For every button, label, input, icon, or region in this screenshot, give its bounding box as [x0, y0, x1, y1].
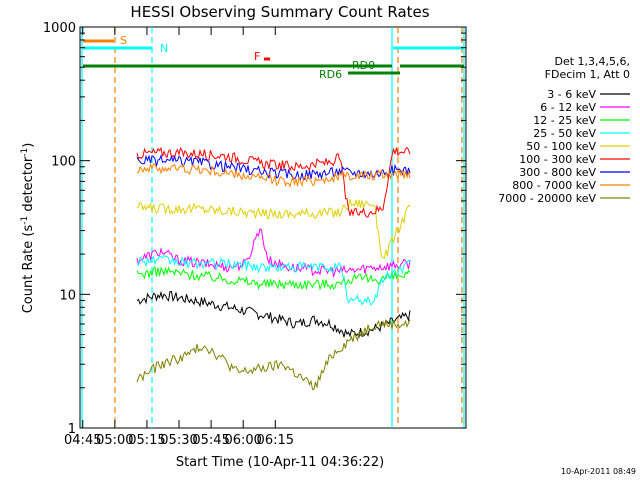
flag-layer: SNFRD0RD6 — [83, 34, 464, 81]
legend-header-line: Det 1,3,4,5,6, — [554, 55, 630, 68]
legend-entry-label: 3 - 6 keV — [547, 88, 596, 101]
x-tick-label: 05:30 — [160, 433, 197, 448]
y-tick-label: 1 — [68, 422, 76, 437]
y-axis-label-exp: -1 — [20, 216, 30, 225]
y-axis-label-part: detector — [21, 156, 36, 216]
flag-label: S — [120, 34, 127, 47]
series-line — [136, 290, 411, 339]
series-layer — [136, 146, 411, 391]
timestamp: 10-Apr-2011 08:49 — [561, 467, 636, 476]
series-line — [136, 228, 411, 278]
x-tick-label: 05:15 — [128, 433, 165, 448]
y-tick-label: 10 — [59, 288, 76, 303]
x-tick-label: 05:45 — [192, 433, 229, 448]
flag-label: RD6 — [319, 68, 342, 81]
x-tick-label: 06:15 — [257, 433, 294, 448]
y-axis-label-part: Count Rate (s — [21, 225, 36, 314]
x-axis-label: Start Time (10-Apr-11 04:36:22) — [176, 455, 384, 470]
flag-label: N — [160, 42, 168, 55]
series-line — [136, 146, 411, 218]
y-axis-label-exp: -1 — [20, 148, 30, 157]
legend-entry-label: 6 - 12 keV — [540, 101, 596, 114]
series-line — [136, 153, 411, 181]
legend-header-line: FDecim 1, Att 0 — [545, 68, 630, 81]
legend-entry-label: 7000 - 20000 keV — [498, 192, 596, 205]
guide-lines — [81, 27, 465, 428]
y-axis-label-part: ) — [21, 143, 36, 148]
y-tick-label: 100 — [51, 155, 76, 170]
plot-frame — [79, 26, 467, 429]
series-line — [136, 319, 411, 391]
series-line — [136, 199, 411, 259]
y-axis: 1 10 100 1000 — [43, 21, 466, 437]
legend-entry-label: 100 - 300 keV — [519, 153, 596, 166]
x-tick-label: 06:00 — [224, 433, 261, 448]
legend-entry-label: 12 - 25 keV — [533, 114, 596, 127]
legend: Det 1,3,4,5,6, FDecim 1, Att 0 3 - 6 keV… — [498, 55, 630, 205]
legend-entry-label: 25 - 50 keV — [533, 127, 596, 140]
chart-title: HESSI Observing Summary Count Rates — [130, 3, 429, 21]
y-tick-label: 1000 — [43, 21, 76, 36]
series-line — [136, 254, 411, 307]
x-tick-label: 05:00 — [96, 433, 133, 448]
y-axis-label: Count Rate (s-1 detector-1) — [20, 143, 36, 314]
series-line — [136, 162, 411, 188]
x-tick-label: 04:45 — [64, 433, 101, 448]
legend-entry-label: 300 - 800 keV — [519, 166, 596, 179]
flag-label: F — [254, 50, 260, 63]
series-line — [136, 265, 411, 291]
legend-entry-label: 800 - 7000 keV — [512, 179, 596, 192]
legend-entry-label: 50 - 100 keV — [526, 140, 596, 153]
